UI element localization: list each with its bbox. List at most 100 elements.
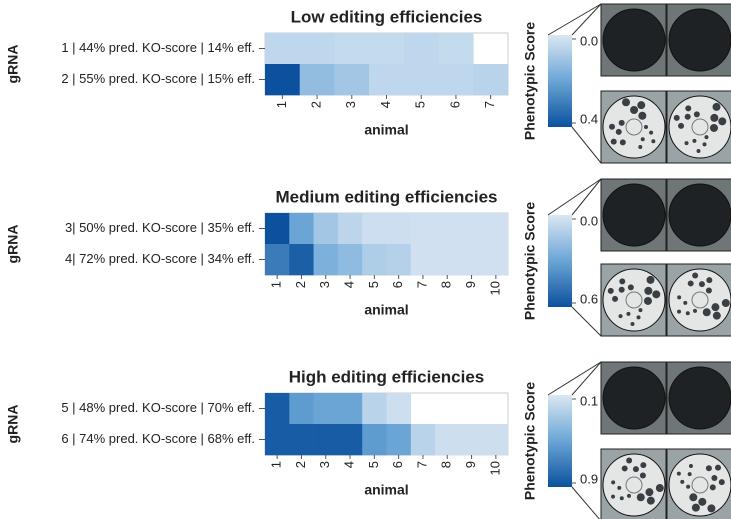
speck <box>608 288 614 294</box>
speck <box>685 141 689 145</box>
figure: Low editing efficienciesgRNAanimal1 | 44… <box>0 0 731 519</box>
heatmap-cell <box>362 424 387 455</box>
heatmap-cell <box>369 33 404 64</box>
x-tick-label: 3 <box>317 281 332 288</box>
x-tick-label: 9 <box>463 281 478 288</box>
well <box>603 367 665 429</box>
speck <box>619 278 625 284</box>
heatmap-cell <box>473 64 508 95</box>
colorbar-tick-label: 0.1 <box>580 393 598 408</box>
speck <box>710 114 718 122</box>
heatmap-cell <box>362 244 387 275</box>
speck <box>611 139 617 145</box>
x-axis-label: animal <box>364 482 408 498</box>
x-tick-label: 10 <box>487 461 502 475</box>
speck <box>626 457 632 463</box>
speck <box>711 303 719 311</box>
x-tick-label: 6 <box>390 281 405 288</box>
well <box>603 454 665 516</box>
heatmap-cell <box>387 244 412 275</box>
colorbar-tick-label: 0.9 <box>580 471 598 486</box>
speck <box>703 142 707 146</box>
x-tick-label: 8 <box>439 461 454 468</box>
heatmap-cell <box>289 213 314 244</box>
x-tick-label: 4 <box>378 101 393 108</box>
speck <box>677 295 681 299</box>
x-tick-label: 9 <box>463 461 478 468</box>
x-axis-label: animal <box>364 122 408 138</box>
speck <box>647 276 655 284</box>
x-tick-label: 3 <box>317 461 332 468</box>
colorbar <box>548 215 572 307</box>
speck <box>630 106 638 114</box>
x-tick-label: 2 <box>293 281 308 288</box>
connector <box>572 4 601 35</box>
x-tick-label: 2 <box>293 461 308 468</box>
heatmap-cell <box>338 213 363 244</box>
speck <box>622 465 628 471</box>
chart-title: High editing efficiencies <box>289 367 485 386</box>
row-label: 5 | 48% pred. KO-score | 70% eff. <box>61 400 255 415</box>
heatmap-cell <box>265 244 290 275</box>
speck <box>711 475 717 481</box>
heatmap-cell <box>435 244 460 275</box>
heatmap-cell <box>265 33 300 64</box>
speck <box>713 103 721 111</box>
connector <box>548 362 601 395</box>
heatmap-cell <box>338 393 363 424</box>
heatmap-cell <box>439 64 474 95</box>
heatmap-cell <box>411 213 436 244</box>
x-tick-label: 5 <box>366 281 381 288</box>
x-tick-label: 8 <box>439 281 454 288</box>
colorbar-tick-label: 0.4 <box>580 111 598 126</box>
x-tick-label: 5 <box>413 101 428 108</box>
x-tick-label: 4 <box>341 281 356 288</box>
speck <box>683 301 687 305</box>
speck <box>652 290 660 298</box>
well <box>669 184 731 246</box>
speck <box>611 480 615 484</box>
speck <box>640 462 646 468</box>
speck <box>649 131 653 135</box>
x-tick-label: 1 <box>274 101 289 108</box>
speck <box>694 111 700 117</box>
speck <box>638 112 646 120</box>
heatmap-cell <box>314 213 339 244</box>
speck <box>686 485 690 489</box>
speck <box>686 311 690 315</box>
speck <box>622 98 630 106</box>
connector <box>548 4 601 35</box>
x-tick-label: 3 <box>343 101 358 108</box>
heatmap-cell <box>484 424 509 455</box>
heatmap-cell <box>435 213 460 244</box>
row-label: 4| 72% pred. KO-score | 34% eff. <box>65 251 255 266</box>
x-tick-label: 6 <box>447 101 462 108</box>
colorbar-title: Phenotypic Score <box>522 22 538 140</box>
colorbar <box>548 395 572 487</box>
speck <box>651 139 655 143</box>
well <box>669 9 731 71</box>
speck <box>703 308 711 316</box>
speck <box>640 473 646 479</box>
speck <box>719 479 725 485</box>
heatmap-cell <box>459 213 484 244</box>
speck <box>710 124 718 132</box>
speck <box>699 281 705 287</box>
x-tick-label: 7 <box>414 461 429 468</box>
connector <box>572 307 601 336</box>
row-label: 1 | 44% pred. KO-score | 14% eff. <box>61 40 255 55</box>
row-label: 3| 50% pred. KO-score | 35% eff. <box>65 220 255 235</box>
heatmap-cell <box>387 424 412 455</box>
connector <box>548 179 601 215</box>
speck <box>644 287 652 295</box>
speck <box>688 472 692 476</box>
heatmap-cell <box>289 424 314 455</box>
heatmap-cell <box>369 64 404 95</box>
speck <box>698 498 706 506</box>
speck <box>645 488 653 496</box>
colorbar-title: Phenotypic Score <box>522 382 538 500</box>
heatmap-cell <box>459 424 484 455</box>
speck <box>637 101 645 109</box>
heatmap-cell <box>314 424 339 455</box>
well <box>603 184 665 246</box>
